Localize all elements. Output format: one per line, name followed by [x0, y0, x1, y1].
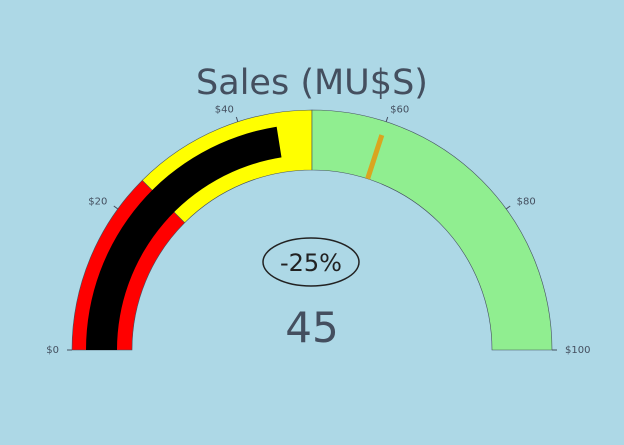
chart-title: Sales (MU$S) [196, 63, 428, 103]
tick-label-1: $20 [88, 196, 107, 207]
tick-label-2: $40 [215, 104, 234, 115]
tick-label-0: $0 [46, 345, 59, 356]
tick-label-3: $60 [390, 104, 409, 115]
gauge-threshold [365, 134, 385, 180]
tick-mark-3 [385, 116, 389, 122]
gauge-value-number: 45 [285, 303, 338, 352]
tick-label-4: $80 [517, 196, 536, 207]
delta-value: -25% [280, 249, 342, 277]
gauge-value-bar [86, 126, 282, 350]
tick-label-5: $100 [565, 345, 590, 356]
threshold-marker [365, 134, 385, 180]
tick-mark-2 [235, 116, 239, 122]
value-bar [86, 126, 282, 350]
tick-mark-4 [505, 205, 511, 210]
gauge-ticks: $0 $20 $40 $60 $80 $100 [46, 104, 590, 356]
tick-mark-1 [113, 205, 119, 210]
delta-badge [262, 237, 360, 287]
